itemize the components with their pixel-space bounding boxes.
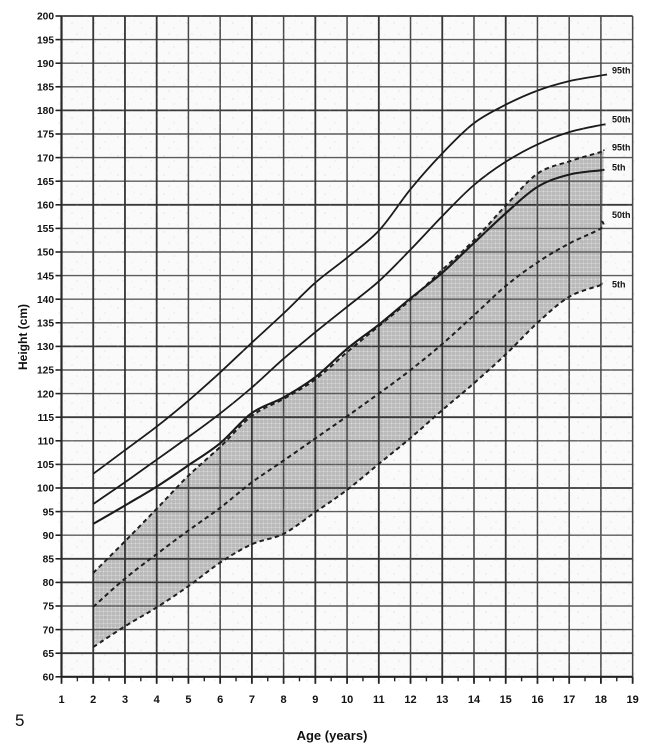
svg-text:115: 115 — [38, 413, 55, 424]
svg-text:5: 5 — [185, 694, 191, 706]
svg-text:10: 10 — [341, 694, 353, 706]
svg-text:125: 125 — [37, 366, 54, 377]
svg-text:140: 140 — [37, 295, 54, 306]
svg-text:150: 150 — [37, 248, 54, 259]
svg-text:120: 120 — [37, 389, 54, 400]
svg-text:75: 75 — [43, 602, 55, 613]
svg-text:70: 70 — [43, 625, 55, 636]
svg-text:145: 145 — [37, 271, 54, 282]
svg-text:14: 14 — [468, 694, 481, 706]
svg-text:130: 130 — [37, 342, 54, 353]
svg-text:175: 175 — [37, 130, 54, 141]
svg-text:3: 3 — [122, 694, 128, 706]
svg-text:1: 1 — [58, 694, 64, 706]
svg-text:95: 95 — [43, 507, 55, 518]
svg-text:170: 170 — [37, 153, 54, 164]
svg-text:8: 8 — [281, 694, 287, 706]
svg-text:5: 5 — [15, 711, 24, 730]
svg-text:65: 65 — [43, 649, 55, 660]
svg-text:13: 13 — [436, 694, 448, 706]
svg-text:17: 17 — [563, 694, 575, 706]
svg-text:12: 12 — [404, 694, 416, 706]
svg-text:18: 18 — [595, 694, 607, 706]
svg-text:60: 60 — [43, 673, 55, 684]
svg-text:7: 7 — [249, 694, 255, 706]
svg-text:185: 185 — [37, 83, 54, 94]
svg-text:155: 155 — [37, 224, 54, 235]
svg-text:90: 90 — [43, 531, 55, 542]
svg-text:2: 2 — [90, 694, 96, 706]
svg-text:160: 160 — [37, 201, 54, 212]
svg-text:200: 200 — [37, 12, 54, 23]
svg-text:4: 4 — [154, 694, 161, 706]
svg-text:11: 11 — [373, 694, 385, 706]
svg-text:180: 180 — [37, 106, 54, 117]
svg-text:190: 190 — [37, 59, 54, 70]
svg-text:165: 165 — [37, 177, 54, 188]
svg-text:110: 110 — [38, 437, 55, 448]
svg-text:15: 15 — [500, 694, 512, 706]
svg-text:9: 9 — [312, 694, 318, 706]
svg-text:16: 16 — [531, 694, 543, 706]
svg-text:Age (years): Age (years) — [297, 728, 368, 743]
svg-text:105: 105 — [37, 460, 54, 471]
svg-text:195: 195 — [37, 35, 54, 46]
svg-text:135: 135 — [37, 319, 54, 330]
svg-text:6: 6 — [217, 694, 223, 706]
svg-text:Height (cm): Height (cm) — [16, 304, 30, 370]
svg-text:19: 19 — [626, 694, 638, 706]
svg-text:100: 100 — [37, 484, 54, 495]
svg-text:85: 85 — [43, 555, 55, 566]
svg-text:80: 80 — [43, 578, 55, 589]
